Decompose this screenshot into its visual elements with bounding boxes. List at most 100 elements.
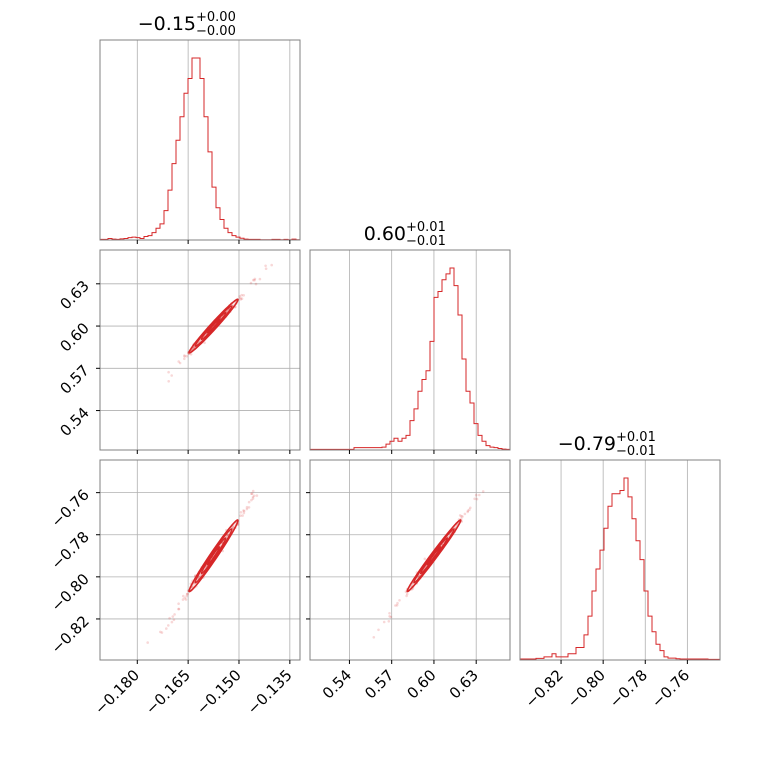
sample-point: [250, 498, 253, 502]
contour-line: [413, 528, 455, 584]
contour-line: [194, 528, 233, 584]
sample-point: [171, 615, 175, 618]
density-fill: [189, 520, 238, 592]
sample-point: [247, 500, 251, 504]
sample-point: [242, 294, 245, 297]
panel-title-minus: −0.00: [196, 24, 236, 39]
sample-point: [185, 594, 188, 598]
sample-point: [167, 380, 170, 383]
x-tick-label: 0.63: [446, 666, 482, 702]
sample-point: [468, 508, 471, 512]
panel-frame: [99, 459, 301, 661]
sample-point: [189, 353, 193, 356]
sample-point: [475, 497, 479, 501]
x-tick-label: −0.135: [244, 666, 296, 718]
contour-line: [188, 298, 239, 354]
sample-point: [203, 341, 206, 345]
sample-point: [394, 604, 397, 607]
sample-point: [474, 493, 478, 497]
panel-title-value: −0.15: [138, 13, 196, 35]
sample-point: [239, 511, 243, 514]
y-tick-label: 0.63: [56, 277, 92, 313]
sample-point: [177, 360, 180, 363]
sample-point: [377, 628, 380, 632]
sample-point: [264, 264, 267, 268]
x-tick-label: 0.54: [319, 666, 355, 702]
sample-point: [270, 263, 274, 267]
sample-point: [398, 599, 401, 602]
sample-point: [239, 514, 242, 517]
panel-title-value: 0.60: [364, 223, 406, 245]
panel-title-value: −0.79: [558, 433, 616, 455]
panel-frame: [519, 459, 721, 661]
sample-point: [458, 514, 462, 517]
sample-point: [185, 592, 189, 596]
panel-title-minus: −0.01: [406, 234, 446, 249]
sample-point: [252, 494, 256, 498]
sample-point: [478, 493, 481, 497]
sample-point: [473, 497, 476, 501]
sample-point: [405, 594, 408, 598]
x-tick-label: −0.78: [606, 666, 651, 711]
sample-point: [252, 278, 255, 282]
sample-point: [238, 295, 241, 298]
sample-point: [242, 511, 246, 515]
sample-point: [173, 613, 176, 616]
x-tick-label: −0.76: [648, 666, 693, 711]
panel-frame: [309, 249, 511, 451]
hist-panel-1: 0.60 +0.01−0.01: [309, 220, 511, 454]
sample-point: [184, 598, 188, 601]
sample-point: [183, 357, 186, 361]
hist-panel-0: −0.15 +0.00−0.00: [99, 10, 301, 244]
sample-point: [466, 509, 470, 512]
sample-point: [177, 607, 180, 611]
y-tick-label: −0.82: [48, 612, 93, 657]
sample-point: [303, 227, 306, 230]
sample-point: [239, 296, 242, 300]
y-tick-label: −0.76: [48, 486, 93, 531]
sample-point: [172, 618, 176, 622]
sample-point: [249, 281, 253, 285]
sample-point: [396, 601, 399, 605]
sample-point: [240, 293, 243, 297]
x-tick-label: −0.165: [142, 666, 194, 718]
sample-point: [382, 620, 386, 624]
y-tick-label: −0.80: [48, 570, 93, 615]
histogram-line: [99, 57, 301, 241]
sample-point: [167, 370, 170, 374]
panel-title-plus: +0.01: [616, 430, 656, 445]
sample-point: [251, 495, 255, 499]
sample-point: [395, 604, 399, 607]
sample-point: [242, 509, 245, 512]
sample-point: [183, 596, 187, 600]
sample-point: [167, 624, 170, 627]
scatter-panel-2-1: 0.54 0.57 0.60 0.63: [306, 459, 511, 702]
sample-point: [253, 277, 257, 281]
sample-point: [239, 298, 243, 301]
sample-point: [146, 641, 149, 644]
density-area: [146, 489, 259, 644]
histogram-line: [309, 267, 511, 450]
sample-point: [372, 636, 376, 639]
y-tick-label: 0.57: [56, 361, 92, 397]
sample-point: [250, 492, 253, 496]
sample-point: [186, 592, 189, 596]
panel-frame: [99, 249, 301, 451]
sample-point: [181, 598, 185, 601]
sample-point: [247, 506, 251, 509]
contour-line: [206, 546, 221, 566]
panel-frame: [99, 39, 301, 241]
sample-point: [226, 534, 229, 537]
y-tick-label: 0.54: [56, 404, 92, 440]
sample-point: [165, 627, 168, 630]
panel-title-plus: +0.01: [406, 220, 446, 235]
x-tick-label: −0.150: [193, 666, 245, 718]
sample-point: [168, 616, 171, 620]
sample-point: [183, 355, 186, 358]
contour-line: [426, 546, 442, 566]
x-tick-label: −0.80: [564, 666, 609, 711]
sample-point: [177, 607, 181, 611]
sample-point: [183, 354, 186, 357]
sample-point: [388, 612, 391, 615]
contour-line: [194, 305, 233, 347]
